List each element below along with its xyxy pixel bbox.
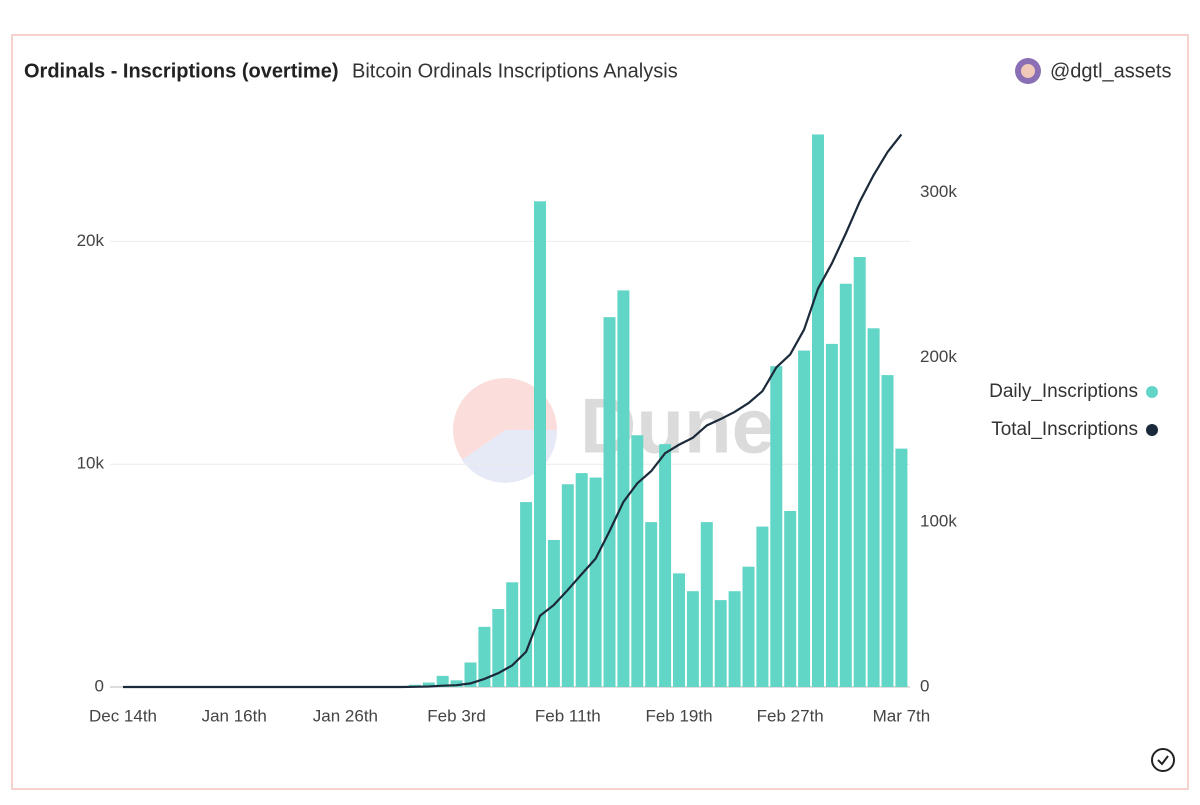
check-circle bbox=[1151, 748, 1175, 772]
x-tick-label: Jan 16th bbox=[202, 706, 267, 725]
bar bbox=[506, 582, 519, 687]
bar bbox=[825, 343, 838, 687]
bar bbox=[728, 591, 741, 687]
bar bbox=[617, 290, 630, 687]
bar bbox=[575, 473, 588, 687]
bar bbox=[895, 448, 908, 687]
bar bbox=[547, 539, 560, 687]
y-tick-label: 20k bbox=[77, 231, 105, 250]
y-tick-label: 10k bbox=[77, 454, 105, 473]
bar bbox=[812, 134, 824, 687]
x-tick-label: Feb 27th bbox=[757, 706, 824, 725]
legend-label: Total_Inscriptions bbox=[991, 419, 1138, 440]
bar bbox=[742, 566, 755, 687]
x-tick-label: Jan 26th bbox=[313, 706, 378, 725]
x-tick-label: Mar 7th bbox=[873, 706, 931, 725]
x-tick-label: Feb 3rd bbox=[427, 706, 486, 725]
y-tick-label: 0 bbox=[95, 676, 104, 695]
bar bbox=[422, 682, 435, 687]
bar bbox=[798, 350, 811, 687]
y2-tick-label: 300k bbox=[920, 182, 957, 201]
chart-title: Ordinals - Inscriptions (overtime) bbox=[24, 60, 339, 82]
bar bbox=[659, 444, 672, 687]
bar bbox=[867, 328, 880, 687]
bar bbox=[686, 591, 699, 687]
line bbox=[123, 133, 903, 689]
legend-dot bbox=[1146, 424, 1158, 436]
legend-dot bbox=[1146, 386, 1158, 398]
bar bbox=[770, 366, 783, 687]
watermark-circle bbox=[453, 378, 557, 482]
avatar-face bbox=[1021, 64, 1035, 78]
check-icon[interactable] bbox=[1151, 748, 1175, 772]
bar bbox=[700, 522, 713, 687]
x-tick-label: Feb 11th bbox=[535, 706, 601, 725]
x-tick-label: Dec 14th bbox=[89, 706, 157, 725]
bar bbox=[561, 484, 574, 687]
bar bbox=[853, 256, 866, 687]
bar bbox=[436, 675, 449, 687]
bar bbox=[631, 435, 644, 687]
check-mark bbox=[1157, 755, 1169, 766]
bar bbox=[784, 510, 797, 687]
bar bbox=[839, 283, 852, 687]
bar bbox=[520, 502, 533, 687]
chart-subtitle: Bitcoin Ordinals Inscriptions Analysis bbox=[352, 60, 678, 82]
author[interactable]: @dgtl_assets bbox=[1050, 60, 1171, 82]
bar bbox=[603, 317, 616, 687]
y2-tick-label: 200k bbox=[920, 347, 957, 366]
bar bbox=[714, 600, 727, 687]
bar bbox=[492, 609, 505, 687]
bar bbox=[589, 477, 602, 687]
y2-tick-label: 0 bbox=[920, 676, 929, 695]
frame bbox=[11, 34, 1189, 790]
bar bbox=[534, 201, 546, 687]
bar bbox=[450, 680, 463, 687]
bar bbox=[756, 526, 769, 687]
x-tick-label: Feb 19th bbox=[645, 706, 712, 725]
bar bbox=[673, 573, 685, 687]
bar bbox=[478, 626, 491, 687]
legend-label: Daily_Inscriptions bbox=[989, 381, 1138, 402]
watermark-slice bbox=[462, 430, 558, 483]
bar bbox=[645, 522, 658, 687]
bar bbox=[464, 662, 477, 687]
y2-tick-label: 100k bbox=[920, 512, 957, 531]
bar bbox=[881, 375, 894, 687]
